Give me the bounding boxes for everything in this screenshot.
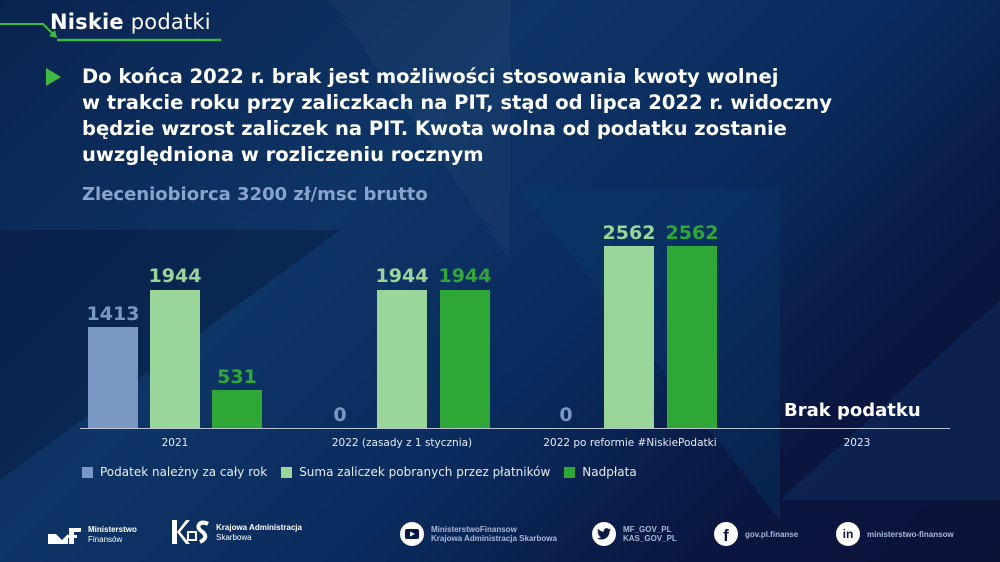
youtube-line1: MinisterstwoFinansow xyxy=(431,525,517,534)
linkedin-text: ministerstwo-finansow xyxy=(867,529,954,539)
category-label: 2022 po reformie #NiskiePodatki xyxy=(543,437,717,449)
linkedin-icon: in xyxy=(836,522,860,546)
legend-label: Nadpłata xyxy=(582,465,637,479)
value-label: 0 xyxy=(559,404,573,426)
facebook-text: gov.pl.finanse xyxy=(745,529,799,539)
kas-logo-text: Krajowa Administracja Skarbowa xyxy=(216,523,302,543)
value-label: 1944 xyxy=(438,265,492,287)
bar-nadplata-2022-reforma xyxy=(667,246,717,428)
brand-title: Niskie podatki xyxy=(50,10,211,34)
facebook-link[interactable]: f gov.pl.finanse xyxy=(714,522,798,546)
chart-subtitle: Zleceniobiorca 3200 zł/msc brutto xyxy=(82,184,428,205)
headline-line: Do końca 2022 r. brak jest możliwości st… xyxy=(82,65,779,88)
youtube-icon xyxy=(400,522,424,546)
value-label: 1944 xyxy=(148,265,202,287)
value-label: 0 xyxy=(333,404,347,426)
youtube-line2: Krajowa Administracja Skarbowa xyxy=(431,534,557,543)
brand-light: podatki xyxy=(130,10,211,34)
mf-line2: Finansów xyxy=(88,535,123,544)
headline-line: w trakcie roku przy zaliczkach na PIT, s… xyxy=(82,91,832,114)
headline-line: będzie wzrost zaliczek na PIT. Kwota wol… xyxy=(82,117,787,140)
kas-line2: Skarbowa xyxy=(216,533,252,542)
x-axis-line xyxy=(80,428,950,429)
value-label: 2562 xyxy=(665,222,719,244)
brak-podatku-annotation: Brak podatku xyxy=(784,400,921,421)
legend-label: Suma zaliczek pobranych przez płatników xyxy=(299,465,551,479)
mf-logo-text: Ministerstwo Finansów xyxy=(88,525,137,545)
brand-bold: Niskie xyxy=(50,10,124,34)
mf-logo-icon xyxy=(48,528,81,544)
chart-legend: Podatek należny za cały rok Suma zalicze… xyxy=(82,465,651,479)
bar-nadplata-2021 xyxy=(212,390,262,428)
legend-swatch xyxy=(281,466,293,478)
twitter-link[interactable]: MF_GOV_PL KAS_GOV_PL xyxy=(592,522,677,546)
mf-logo: Ministerstwo Finansów xyxy=(48,524,137,546)
value-label: 2562 xyxy=(602,222,656,244)
mf-line1: Ministerstwo xyxy=(88,525,137,534)
category-label: 2021 xyxy=(161,437,189,449)
value-label: 1413 xyxy=(86,303,140,325)
legend-swatch xyxy=(564,466,576,478)
category-label: 2022 (zasady z 1 stycznia) xyxy=(331,437,473,449)
bar-zaliczki-2022 xyxy=(377,290,427,428)
brand-arrow-line-icon xyxy=(0,23,221,42)
value-label: 531 xyxy=(217,366,257,388)
bar-zaliczki-2022-reforma xyxy=(604,246,654,428)
youtube-link[interactable]: MinisterstwoFinansow Krajowa Administrac… xyxy=(400,522,557,546)
kas-logo-icon xyxy=(172,520,209,544)
headline-line: uwzględniona w rozliczeniu rocznym xyxy=(82,143,484,166)
headline: Do końca 2022 r. brak jest możliwości st… xyxy=(82,64,942,168)
play-bullet-icon xyxy=(46,68,61,86)
legend-item-podatek: Podatek należny za cały rok xyxy=(82,465,267,479)
twitter-line2: KAS_GOV_PL xyxy=(623,534,677,543)
footer: Ministerstwo Finansów Krajowa Administra… xyxy=(0,510,1000,562)
value-label: 1944 xyxy=(375,265,429,287)
legend-swatch xyxy=(82,466,93,478)
category-label: 2023 xyxy=(843,437,871,449)
bar-zaliczki-2021 xyxy=(150,290,200,428)
bar-nadplata-2022 xyxy=(440,290,490,428)
twitter-icon xyxy=(592,522,616,546)
youtube-text: MinisterstwoFinansow Krajowa Administrac… xyxy=(431,525,557,543)
legend-label: Podatek należny za cały rok xyxy=(100,465,268,479)
linkedin-link[interactable]: in ministerstwo-finansow xyxy=(836,522,954,546)
bar-podatek-2021 xyxy=(88,327,138,428)
twitter-line1: MF_GOV_PL xyxy=(623,525,672,534)
bar-chart: 1413 1944 531 0 1944 1944 0 2562 2562 Br… xyxy=(80,222,950,449)
legend-item-zaliczki: Suma zaliczek pobranych przez płatników xyxy=(281,465,550,479)
legend-item-nadplata: Nadpłata xyxy=(564,465,637,479)
kas-line1: Krajowa Administracja xyxy=(216,523,302,532)
kas-logo: Krajowa Administracja Skarbowa xyxy=(170,518,302,548)
twitter-text: MF_GOV_PL KAS_GOV_PL xyxy=(623,525,677,543)
facebook-icon: f xyxy=(714,522,738,546)
